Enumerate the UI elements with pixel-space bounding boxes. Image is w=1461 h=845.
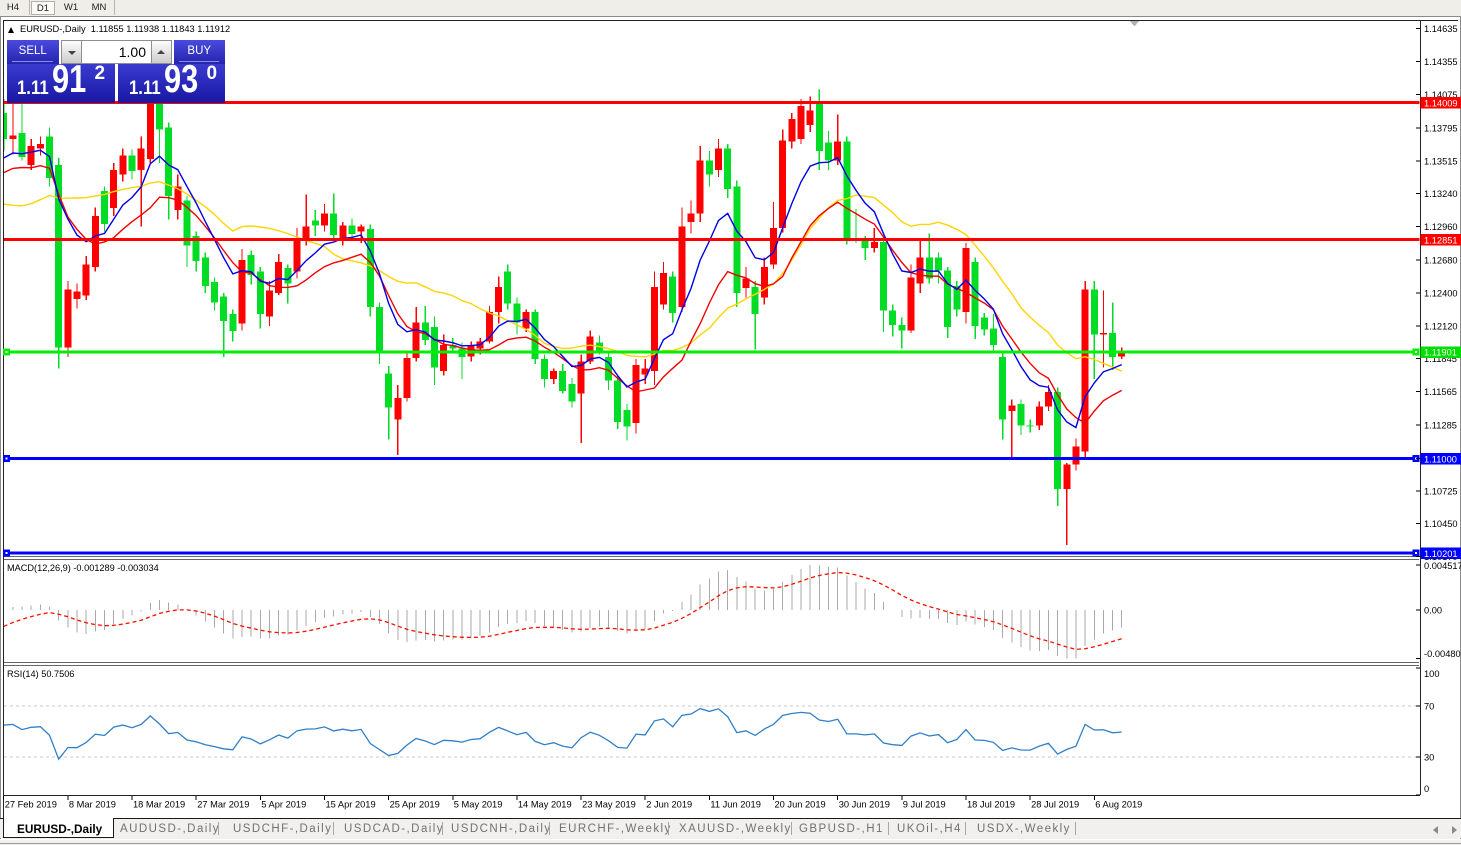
svg-text:1.11000: 1.11000 — [1424, 454, 1457, 464]
svg-text:1.13795: 1.13795 — [1424, 123, 1458, 133]
svg-text:1.12400: 1.12400 — [1424, 288, 1458, 298]
svg-text:1.14635: 1.14635 — [1424, 24, 1458, 34]
svg-text:70: 70 — [1424, 702, 1434, 712]
svg-text:27 Feb 2019: 27 Feb 2019 — [5, 800, 57, 810]
svg-text:5 Apr 2019: 5 Apr 2019 — [261, 800, 306, 810]
svg-text:28 Jul 2019: 28 Jul 2019 — [1031, 800, 1079, 810]
svg-text:18 Mar 2019: 18 Mar 2019 — [133, 800, 185, 810]
svg-text:25 Apr 2019: 25 Apr 2019 — [390, 800, 440, 810]
svg-text:-0.004806: -0.004806 — [1424, 649, 1461, 659]
svg-text:15 Apr 2019: 15 Apr 2019 — [326, 800, 376, 810]
svg-text:0.00: 0.00 — [1424, 605, 1442, 615]
svg-text:1.10201: 1.10201 — [1424, 549, 1458, 559]
svg-text:0: 0 — [1424, 784, 1429, 794]
svg-text:1.12120: 1.12120 — [1424, 322, 1458, 332]
svg-text:1.14009: 1.14009 — [1424, 98, 1458, 108]
svg-text:1.11285: 1.11285 — [1424, 420, 1457, 430]
svg-text:14 May 2019: 14 May 2019 — [518, 800, 572, 810]
svg-text:27 Mar 2019: 27 Mar 2019 — [197, 800, 249, 810]
svg-text:9 Jul 2019: 9 Jul 2019 — [903, 800, 946, 810]
svg-text:18 Jul 2019: 18 Jul 2019 — [967, 800, 1015, 810]
svg-text:1.12680: 1.12680 — [1424, 255, 1458, 265]
svg-text:11 Jun 2019: 11 Jun 2019 — [710, 800, 761, 810]
svg-text:2 Jun 2019: 2 Jun 2019 — [646, 800, 692, 810]
svg-text:1.13515: 1.13515 — [1424, 157, 1458, 167]
svg-text:1.14075: 1.14075 — [1424, 90, 1458, 100]
svg-text:1.10450: 1.10450 — [1424, 519, 1458, 529]
svg-text:1.14355: 1.14355 — [1424, 57, 1458, 67]
svg-text:0.004517: 0.004517 — [1424, 561, 1461, 571]
svg-text:1.11901: 1.11901 — [1424, 348, 1457, 358]
svg-text:1.10725: 1.10725 — [1424, 487, 1458, 497]
svg-text:30 Jun 2019: 30 Jun 2019 — [839, 800, 890, 810]
svg-text:1.12851: 1.12851 — [1424, 235, 1458, 245]
svg-text:20 Jun 2019: 20 Jun 2019 — [775, 800, 826, 810]
svg-text:6 Aug 2019: 6 Aug 2019 — [1095, 800, 1142, 810]
svg-text:1.11565: 1.11565 — [1424, 387, 1457, 397]
svg-text:1.11845: 1.11845 — [1424, 354, 1457, 364]
svg-text:8 Mar 2019: 8 Mar 2019 — [69, 800, 116, 810]
svg-text:1.12960: 1.12960 — [1424, 222, 1458, 232]
svg-text:100: 100 — [1424, 669, 1440, 679]
svg-text:23 May 2019: 23 May 2019 — [582, 800, 636, 810]
svg-text:5 May 2019: 5 May 2019 — [454, 800, 503, 810]
svg-text:1.13240: 1.13240 — [1424, 189, 1458, 199]
svg-text:30: 30 — [1424, 753, 1434, 763]
